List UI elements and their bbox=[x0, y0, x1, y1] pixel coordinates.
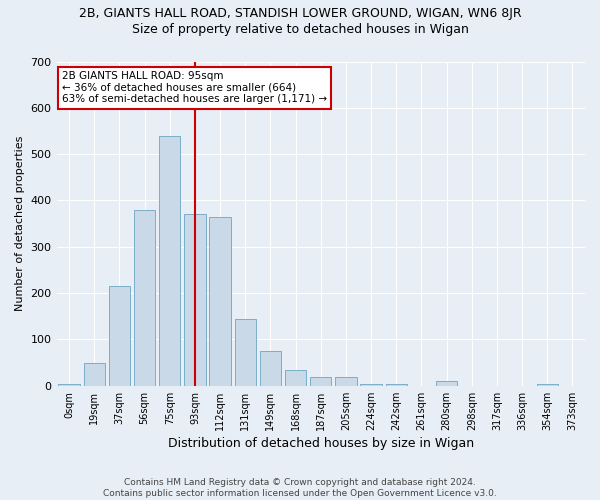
Bar bbox=[209, 216, 231, 386]
X-axis label: Distribution of detached houses by size in Wigan: Distribution of detached houses by size … bbox=[168, 437, 474, 450]
Bar bbox=[159, 136, 181, 386]
Bar bbox=[260, 351, 281, 386]
Bar bbox=[235, 318, 256, 386]
Bar bbox=[310, 376, 331, 386]
Bar bbox=[184, 214, 206, 386]
Text: 2B, GIANTS HALL ROAD, STANDISH LOWER GROUND, WIGAN, WN6 8JR: 2B, GIANTS HALL ROAD, STANDISH LOWER GRO… bbox=[79, 8, 521, 20]
Text: Size of property relative to detached houses in Wigan: Size of property relative to detached ho… bbox=[131, 22, 469, 36]
Y-axis label: Number of detached properties: Number of detached properties bbox=[15, 136, 25, 312]
Bar bbox=[134, 210, 155, 386]
Bar bbox=[386, 384, 407, 386]
Text: 2B GIANTS HALL ROAD: 95sqm
← 36% of detached houses are smaller (664)
63% of sem: 2B GIANTS HALL ROAD: 95sqm ← 36% of deta… bbox=[62, 71, 327, 104]
Bar bbox=[83, 362, 105, 386]
Bar bbox=[335, 376, 356, 386]
Text: Contains HM Land Registry data © Crown copyright and database right 2024.
Contai: Contains HM Land Registry data © Crown c… bbox=[103, 478, 497, 498]
Bar bbox=[285, 370, 307, 386]
Bar bbox=[361, 384, 382, 386]
Bar bbox=[436, 381, 457, 386]
Bar bbox=[109, 286, 130, 386]
Bar bbox=[58, 384, 80, 386]
Bar bbox=[536, 384, 558, 386]
